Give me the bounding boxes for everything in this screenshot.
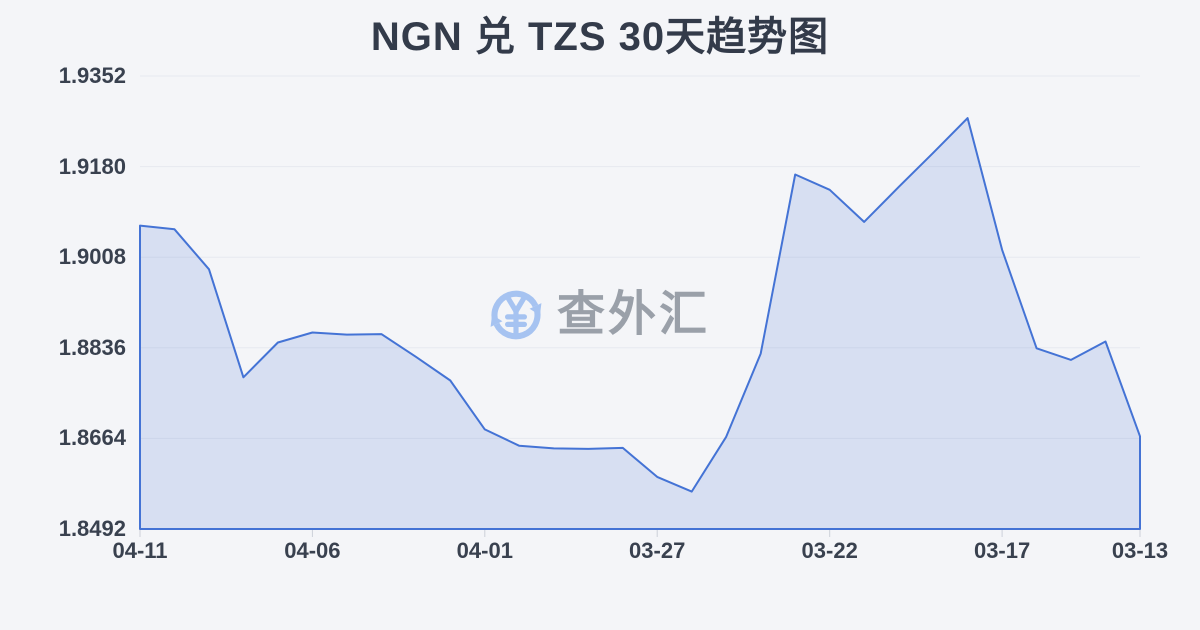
chart-plot — [139, 75, 1141, 537]
x-axis-label: 04-06 — [284, 538, 341, 563]
y-axis-label: 1.8492 — [58, 516, 126, 541]
page-title: NGN 兑 TZS 30天趋势图 — [370, 15, 830, 59]
x-axis-label: 03-22 — [801, 538, 858, 563]
watermark: 查外汇 — [486, 284, 710, 346]
y-axis-label: 1.8836 — [58, 334, 126, 360]
y-axis-label: 1.9180 — [58, 153, 126, 179]
trend-area — [139, 117, 1141, 530]
x-axis-label: 04-11 — [112, 538, 168, 563]
y-axis-label: 1.8664 — [58, 425, 126, 451]
x-axis-label: 03-17 — [973, 538, 1031, 563]
x-axis-label: 03-13 — [1111, 538, 1169, 563]
x-axis-label: 04-01 — [456, 538, 513, 563]
currency-exchange-refresh-icon — [490, 290, 542, 340]
watermark-text: 查外汇 — [557, 288, 711, 341]
y-axis-label: 1.9352 — [58, 63, 126, 88]
x-axis-label: 03-27 — [629, 538, 686, 563]
y-axis-label: 1.9008 — [58, 244, 126, 270]
